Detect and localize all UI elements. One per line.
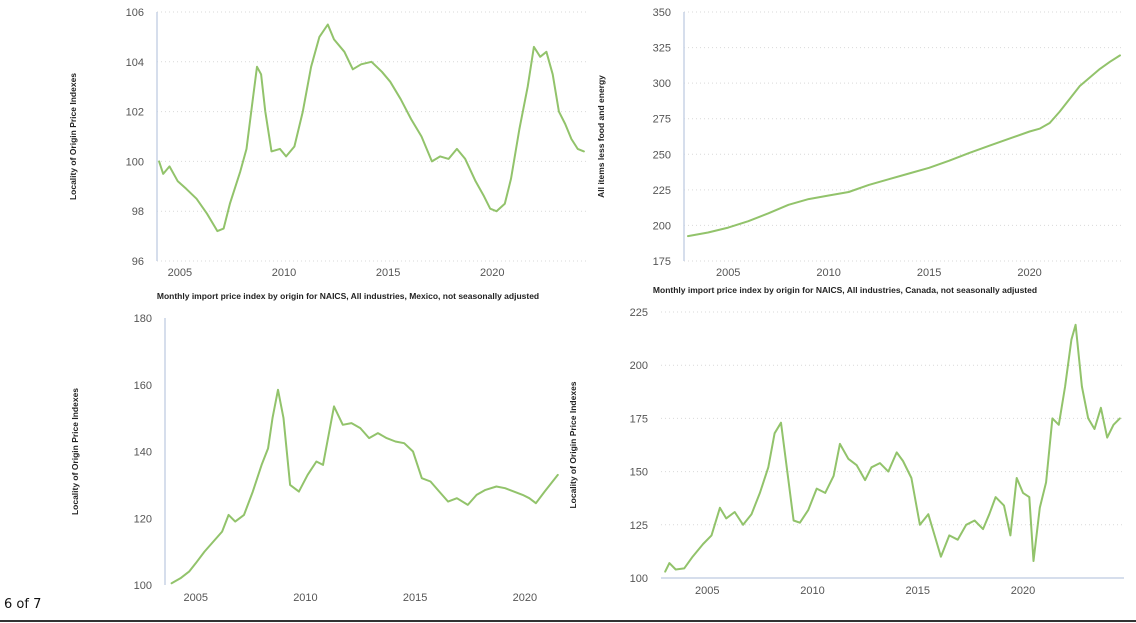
- x-tick-label: 2020: [1017, 267, 1041, 279]
- y-tick-label: 200: [630, 360, 648, 372]
- y-tick-label: 180: [134, 313, 152, 325]
- y-tick-label: 96: [132, 256, 144, 268]
- y-tick-label: 100: [134, 580, 152, 592]
- y-tick-label: 225: [630, 307, 648, 319]
- x-tick-label: 2005: [695, 585, 719, 597]
- y-tick-label: 125: [630, 520, 648, 532]
- x-tick-label: 2020: [1011, 585, 1035, 597]
- x-tick-label: 2005: [716, 267, 740, 279]
- y-tick-label: 250: [653, 149, 671, 161]
- chart-panel-top-left: 96 98 100 102 104 106 2005 2010 2015 2020 Locality…: [68, 7, 586, 279]
- y-tick-label: 175: [653, 256, 671, 268]
- y-axis-title: All items less food and energy: [596, 75, 606, 198]
- y-tick-label: 140: [134, 447, 152, 459]
- x-tick-label: 2010: [800, 585, 824, 597]
- series-line: [687, 54, 1121, 238]
- y-tick-label: 225: [653, 185, 671, 197]
- y-axis-title: Locality of Origin Price Indexes: [68, 73, 78, 200]
- x-tick-label: 2015: [376, 267, 400, 279]
- x-tick-label: 2010: [272, 267, 296, 279]
- y-tick-label: 200: [653, 220, 671, 232]
- x-tick-label: 2005: [168, 267, 192, 279]
- y-tick-label: 325: [653, 43, 671, 55]
- y-axis-title: Locality of Origin Price Indexes: [568, 381, 578, 508]
- y-tick-label: 275: [653, 114, 671, 126]
- y-tick-label: 106: [126, 7, 144, 19]
- y-tick-label: 120: [134, 513, 152, 525]
- x-tick-label: 2020: [480, 267, 504, 279]
- x-tick-label: 2010: [816, 267, 840, 279]
- series-line: [158, 23, 585, 233]
- series-line: [170, 388, 559, 585]
- y-tick-label: 100: [630, 573, 648, 585]
- y-tick-label: 100: [126, 156, 144, 168]
- x-tick-label: 2015: [403, 592, 427, 604]
- chart-panel-bottom-left: 100 120 140 160 180 2005 2010 2015 2020 Locality …: [70, 291, 559, 604]
- y-tick-label: 350: [653, 7, 671, 19]
- y-tick-label: 175: [630, 413, 648, 425]
- y-tick-label: 160: [134, 380, 152, 392]
- chart-panel-top-right: 175 200 225 250 275 300 325 350 2005 2010 2015 2020…: [596, 7, 1124, 279]
- y-axis-title: Locality of Origin Price Indexes: [70, 388, 80, 515]
- bottom-rule: [0, 620, 1136, 622]
- x-tick-label: 2015: [917, 267, 941, 279]
- y-tick-label: 102: [126, 107, 144, 119]
- y-tick-label: 150: [630, 467, 648, 479]
- y-tick-label: 104: [126, 57, 144, 69]
- x-tick-label: 2020: [513, 592, 537, 604]
- chart-panel-bottom-right: 100 125 150 175 200 225 2005 2010 2015 2020 Locali…: [568, 285, 1124, 597]
- y-tick-label: 300: [653, 78, 671, 90]
- series-line: [664, 323, 1121, 573]
- chart-title: Monthly import price index by origin for…: [157, 291, 539, 301]
- y-tick-label: 98: [132, 206, 144, 218]
- x-tick-label: 2010: [293, 592, 317, 604]
- page-indicator: 6 of 7: [4, 597, 42, 612]
- x-tick-label: 2015: [906, 585, 930, 597]
- chart-title: Monthly import price index by origin for…: [653, 285, 1037, 295]
- x-tick-label: 2005: [183, 592, 207, 604]
